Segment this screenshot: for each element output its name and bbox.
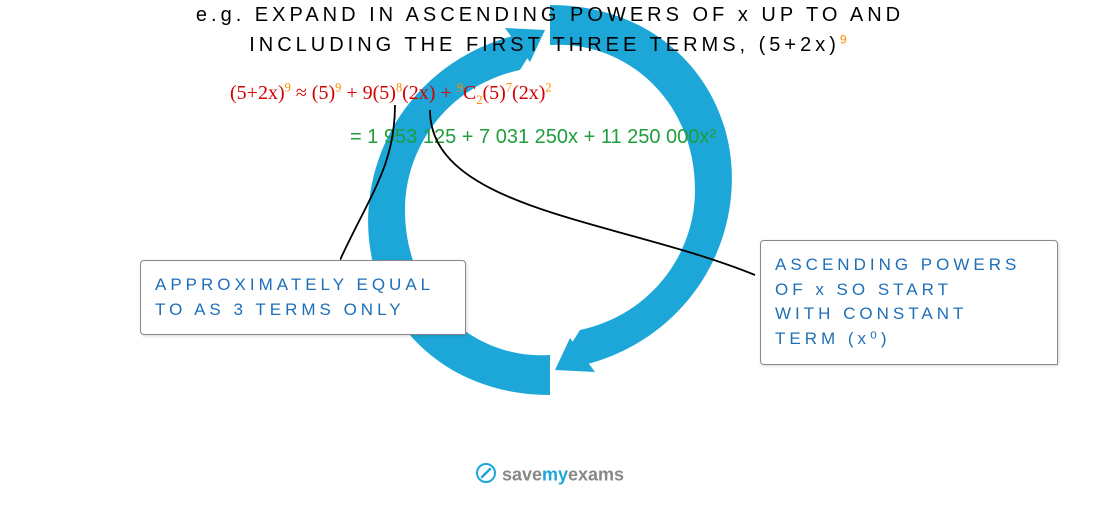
t3-C: C <box>463 82 476 104</box>
t2-b1: (5) <box>373 82 396 104</box>
footer-exams: exams <box>568 464 624 484</box>
callout-asc-line3: WITH CONSTANT <box>775 304 967 323</box>
callout-ascending: ASCENDING POWERS OF x SO START WITH CONS… <box>760 240 1058 365</box>
g-t2: 7 031 250x <box>479 126 578 148</box>
footer-save: save <box>502 464 542 484</box>
footer-my: my <box>542 464 568 484</box>
eq-sign: = <box>350 126 367 148</box>
callout-asc-line2: OF x SO START <box>775 280 952 299</box>
g-plus2: + <box>578 126 601 148</box>
callout-approx: APPROXIMATELY EQUAL TO AS 3 TERMS ONLY <box>140 260 466 335</box>
t1-base: (5) <box>312 82 335 104</box>
g-t3: 11 250 000x² <box>601 126 716 148</box>
t2-b2: (2x) <box>402 82 435 104</box>
t3-b1: (5) <box>483 82 506 104</box>
expansion-equation-red: (5+2x)9 ≈ (5)9 + 9(5)8(2x) + 9C2(5)7(2x)… <box>230 82 552 108</box>
decorative-swirl <box>350 0 750 410</box>
t3-e2: 2 <box>545 80 551 94</box>
callout-asc-line4: TERM (x⁰) <box>775 329 891 348</box>
callout-approx-line1: APPROXIMATELY EQUAL <box>155 275 434 294</box>
title-line-1: e.g. EXPAND IN ASCENDING POWERS OF x UP … <box>196 4 904 26</box>
callout-asc-line1: ASCENDING POWERS <box>775 255 1020 274</box>
callout-approx-line2: TO AS 3 TERMS ONLY <box>155 300 405 319</box>
g-t1: 1 953 125 <box>367 126 456 148</box>
plus-1: + <box>341 82 362 104</box>
title-exponent: 9 <box>840 32 851 46</box>
approx-sign: ≈ <box>291 82 312 104</box>
g-plus1: + <box>456 126 479 148</box>
lhs-base: (5+2x) <box>230 82 285 104</box>
instruction-title: e.g. EXPAND IN ASCENDING POWERS OF x UP … <box>0 0 1100 60</box>
expansion-equation-green: = 1 953 125 + 7 031 250x + 11 250 000x² <box>350 126 716 149</box>
plus-2: + <box>435 82 456 104</box>
title-line-2: INCLUDING THE FIRST THREE TERMS, (5+2x) <box>249 34 840 56</box>
t3-b2: (2x) <box>512 82 545 104</box>
logo-icon <box>476 463 496 488</box>
t2-coef: 9 <box>363 82 373 104</box>
footer-logo: savemyexams <box>0 463 1100 488</box>
